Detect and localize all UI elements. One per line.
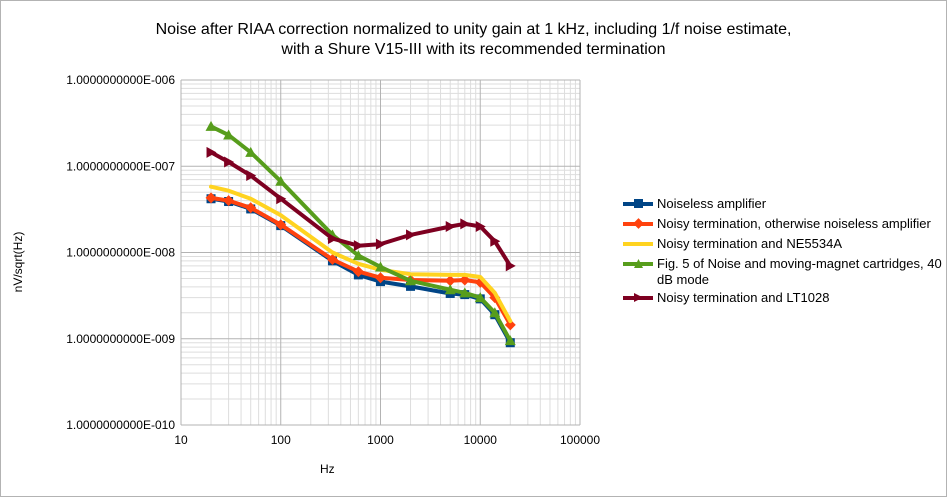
series-4 xyxy=(205,120,516,346)
data-point xyxy=(444,275,456,287)
data-point xyxy=(376,238,386,250)
data-point xyxy=(352,250,364,261)
data-point xyxy=(353,240,364,252)
chart-title: Noise after RIAA correction normalized t… xyxy=(0,20,947,60)
legend-swatch xyxy=(623,236,653,251)
data-point xyxy=(406,229,417,241)
chart-legend: Noiseless amplifier Noisy termination, ot… xyxy=(623,196,947,310)
y-tick-label: 1.0000000000E-006 xyxy=(66,73,175,87)
data-point xyxy=(375,272,386,284)
series-line xyxy=(209,124,513,343)
legend-label: Noisy termination and LT1028 xyxy=(657,290,830,305)
legend-label: Noisy termination, otherwise noiseless a… xyxy=(657,216,931,231)
legend-swatch xyxy=(623,256,653,271)
data-point xyxy=(205,192,217,204)
y-tick-label: 1.0000000000E-008 xyxy=(66,246,175,260)
data-point xyxy=(444,284,456,295)
data-point xyxy=(245,202,257,214)
data-point xyxy=(504,335,516,346)
data-point xyxy=(504,319,516,331)
x-tick-label: 1000 xyxy=(367,433,394,447)
legend-label: Noisy termination and NE5534A xyxy=(657,236,842,251)
data-point xyxy=(206,146,217,158)
y-tick-label: 1.0000000000E-007 xyxy=(66,159,175,173)
legend-swatch-marker xyxy=(634,199,643,208)
x-tick-label: 10 xyxy=(174,433,188,447)
legend-swatch xyxy=(623,290,653,305)
legend-swatch xyxy=(623,216,653,231)
data-point xyxy=(460,218,471,230)
y-tick-label: 1.0000000000E-009 xyxy=(66,332,175,346)
legend-label: Fig. 5 of Noise and moving-magnet cartri… xyxy=(657,256,942,287)
chart-title-line-2: with a Shure V15-III with its recommende… xyxy=(281,41,666,58)
legend-swatch xyxy=(623,196,653,211)
y-tick-label: 1.0000000000E-010 xyxy=(66,418,175,432)
data-point xyxy=(245,146,257,157)
x-tick-label: 100 xyxy=(271,433,291,447)
data-point xyxy=(352,266,364,278)
legend-swatch-line xyxy=(623,242,653,246)
legend-swatch-marker xyxy=(634,293,643,302)
data-point xyxy=(406,281,416,291)
series-5 xyxy=(206,146,516,272)
legend-item: Noisy termination, otherwise noiseless a… xyxy=(623,216,947,236)
data-point xyxy=(475,221,486,233)
grid-lines xyxy=(180,79,581,426)
data-point xyxy=(459,287,471,298)
legend-swatch-marker xyxy=(634,259,643,268)
legend-label: Noiseless amplifier xyxy=(657,196,767,211)
series-2 xyxy=(205,192,516,331)
data-point xyxy=(326,253,338,265)
legend-item: Noisy termination and NE5534A xyxy=(623,236,947,256)
data-point xyxy=(474,292,486,303)
series-3 xyxy=(209,184,513,324)
x-tick-label: 10000 xyxy=(464,433,498,447)
data-point xyxy=(246,170,257,182)
data-point xyxy=(275,175,287,186)
data-point xyxy=(205,120,217,131)
legend-item: Fig. 5 of Noise and moving-magnet cartri… xyxy=(623,256,947,290)
series-line xyxy=(209,184,513,324)
data-point xyxy=(224,156,235,168)
legend-swatch-marker xyxy=(633,218,644,229)
x-tick-label: 100000 xyxy=(560,433,600,447)
chart-title-line-1: Noise after RIAA correction normalized t… xyxy=(155,21,792,38)
data-point xyxy=(276,193,287,205)
data-point xyxy=(375,261,386,272)
x-axis-label: Hz xyxy=(320,462,335,476)
legend-item: Noiseless amplifier xyxy=(623,196,947,216)
data-point xyxy=(223,195,235,207)
data-point xyxy=(505,260,516,272)
y-axis-label: nV/sqrt(Hz) xyxy=(11,231,25,293)
data-point xyxy=(327,233,338,245)
legend-item: Noisy termination and LT1028 xyxy=(623,290,947,310)
data-point xyxy=(445,221,456,233)
data-point xyxy=(405,275,417,286)
data-point xyxy=(490,235,501,247)
data-point xyxy=(489,307,501,318)
data-point xyxy=(223,129,235,140)
data-point xyxy=(275,219,287,231)
